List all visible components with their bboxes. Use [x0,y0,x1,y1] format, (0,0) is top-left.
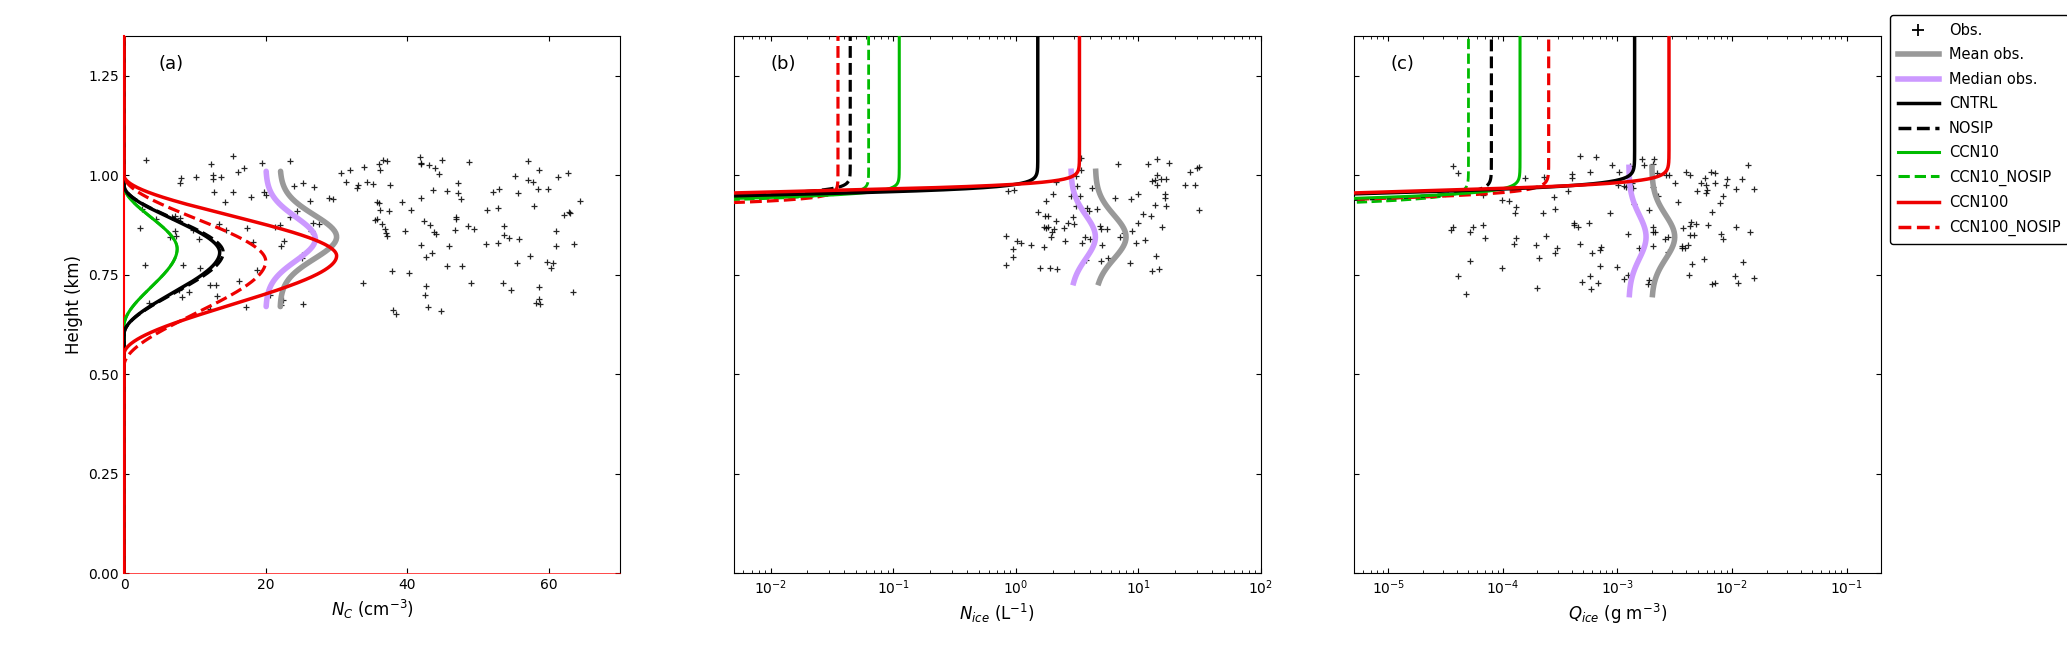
Text: (c): (c) [1391,55,1414,73]
X-axis label: $N_{ice}$ (L$^{-1}$): $N_{ice}$ (L$^{-1}$) [959,602,1036,626]
X-axis label: $N_C$ (cm$^{-3}$): $N_C$ (cm$^{-3}$) [331,597,413,621]
Text: (b): (b) [771,55,796,73]
Y-axis label: Height (km): Height (km) [64,255,83,354]
Legend: Obs., Mean obs., Median obs., CNTRL, NOSIP, CCN10, CCN10_NOSIP, CCN100, CCN100_N: Obs., Mean obs., Median obs., CNTRL, NOS… [1889,14,2067,244]
X-axis label: $Q_{ice}$ (g m$^{-3}$): $Q_{ice}$ (g m$^{-3}$) [1569,602,1666,626]
Text: (a): (a) [159,55,184,73]
